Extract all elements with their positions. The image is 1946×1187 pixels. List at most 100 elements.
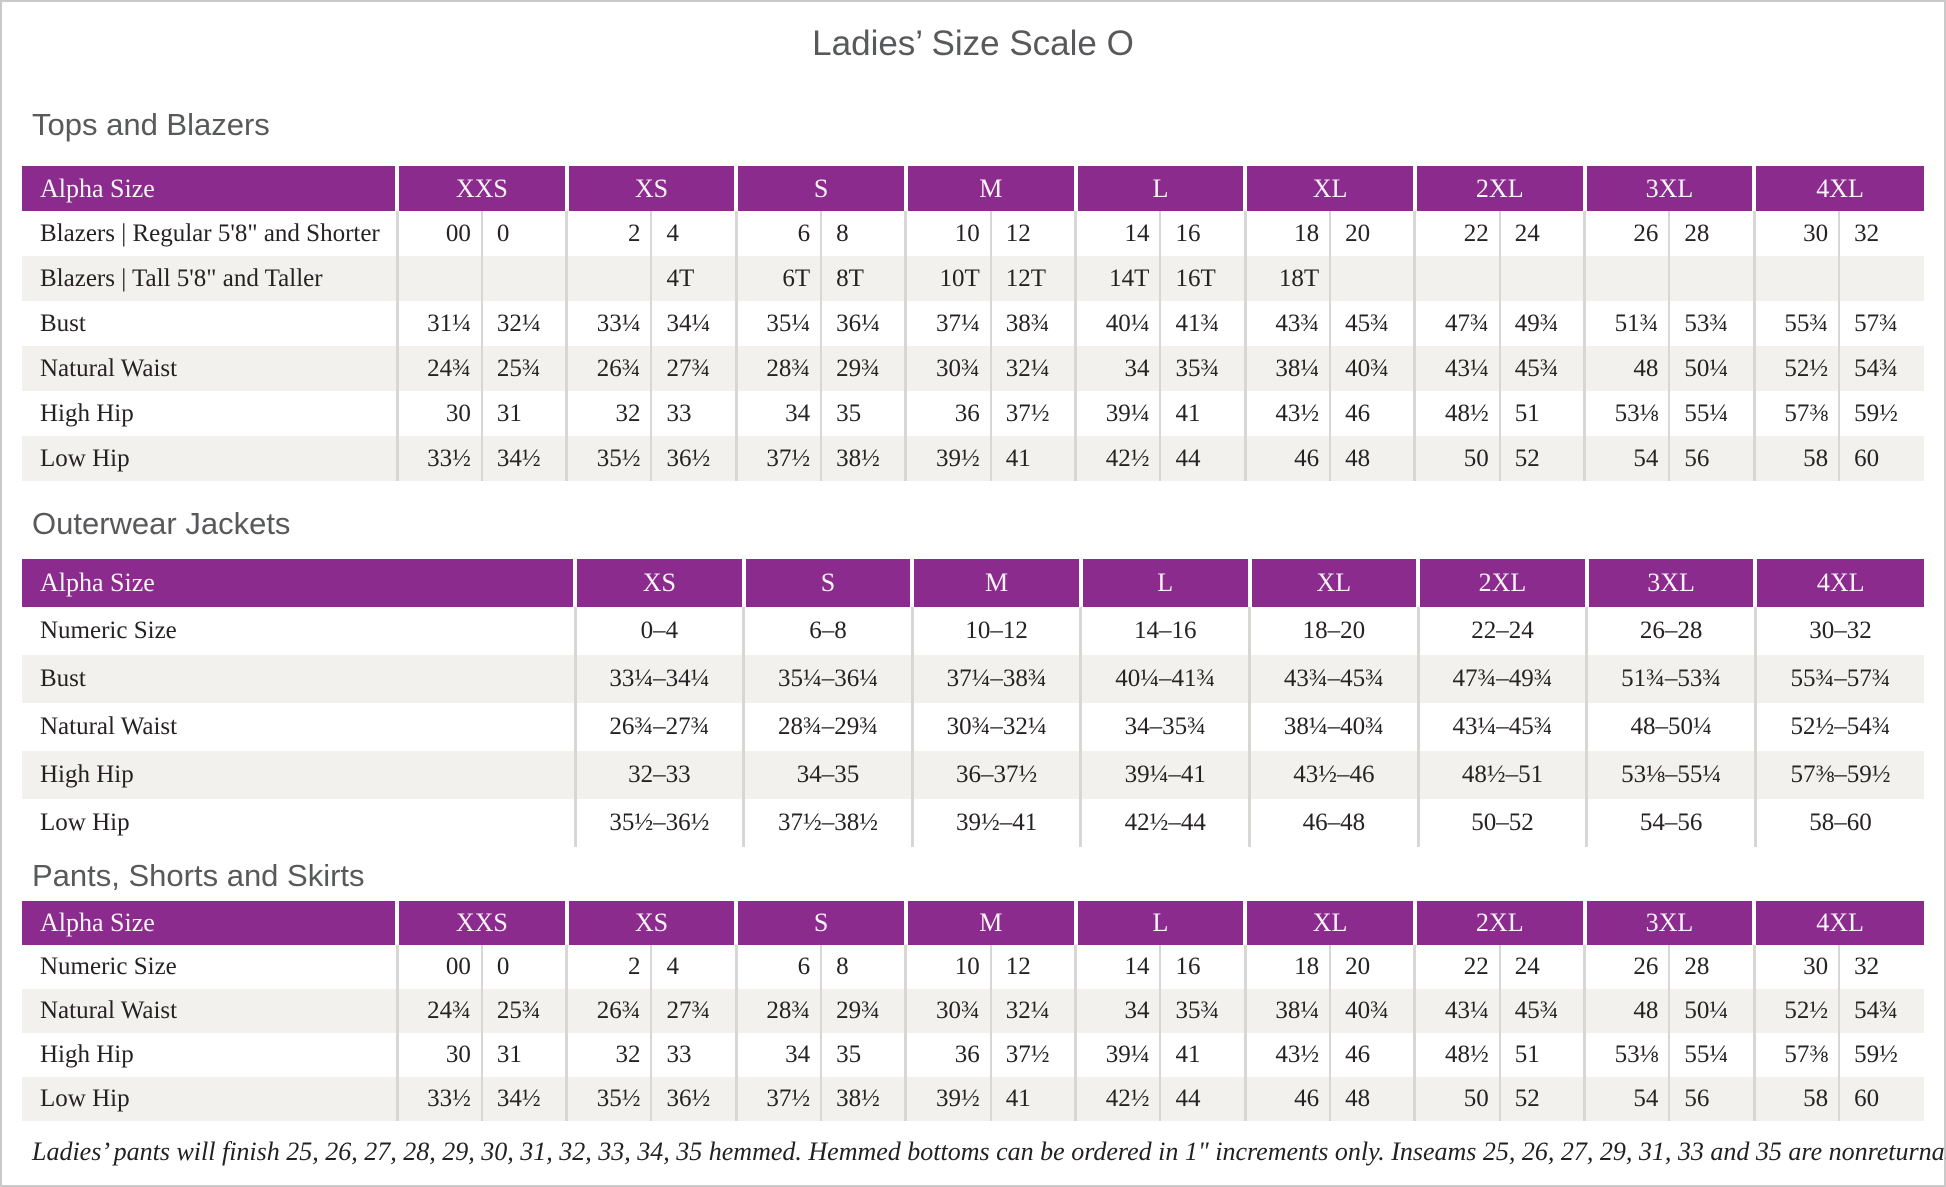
size-cell: 45¾ [1329, 301, 1415, 346]
size-header-row: Alpha Size XXS XS S M L XL 2XL 3XL 4XL [22, 166, 1924, 211]
size-cell: 30 [1752, 211, 1840, 256]
row-label: Numeric Size [40, 617, 177, 644]
size-cell: 55¼ [1668, 391, 1755, 436]
size-header-row: Alpha Size XS S M L XL 2XL 3XL 4XL [22, 559, 1924, 607]
size-cell: 35½ [565, 1077, 652, 1121]
size-cell: 6T [734, 256, 822, 301]
size-cell: 12 [989, 945, 1076, 989]
size-cell: 44 [1159, 1077, 1246, 1121]
size-cell: 41 [1159, 1033, 1246, 1077]
size-cell: 45¾ [1498, 989, 1585, 1033]
size-cell: 12 [989, 211, 1076, 256]
size-cell: 14T [1074, 256, 1161, 301]
size-cell: 31¼ [395, 301, 482, 346]
size-cell: 36½ [650, 1077, 737, 1121]
size-cell: 43¼ [1413, 989, 1500, 1033]
size-cell: 38¼ [1243, 989, 1331, 1033]
size-cell: 51 [1498, 391, 1585, 436]
size-cell: 41 [989, 436, 1076, 481]
size-cell: 33½ [395, 436, 482, 481]
size-cell: 35¼ [734, 301, 822, 346]
size-cell: 6–8 [742, 607, 913, 655]
size-cell: 28¾ [734, 989, 822, 1033]
size-cell [1668, 256, 1755, 301]
size-cell: 57⅜ [1752, 1033, 1840, 1077]
size-cell [480, 256, 567, 301]
size-cell: 42½ [1074, 1077, 1161, 1121]
column-header-m: M [903, 901, 1076, 945]
column-header-4xl: 4XL [1752, 166, 1924, 211]
size-cell: 27¾ [650, 989, 737, 1033]
row-label: Bust [22, 655, 575, 703]
size-cell: 54–56 [1585, 799, 1756, 847]
size-cell: 56 [1668, 436, 1755, 481]
size-cell: 58 [1752, 436, 1840, 481]
size-cell: 22–24 [1416, 607, 1587, 655]
size-cell: 47¾ [1413, 301, 1500, 346]
row-label: Numeric Size [40, 953, 177, 980]
size-cell: 30–32 [1753, 607, 1924, 655]
size-cell [1583, 256, 1670, 301]
size-cell: 00 [395, 945, 482, 989]
section-title-pants-shorts-skirts: Pants, Shorts and Skirts [32, 858, 365, 893]
size-cell: 48½–51 [1416, 751, 1587, 799]
size-cell: 36½ [650, 436, 737, 481]
size-cell: 18 [1243, 945, 1331, 989]
row-label: Blazers | Tall 5'8" and Taller [22, 256, 397, 301]
size-cell: 32–33 [573, 751, 744, 799]
column-header-2xl: 2XL [1416, 559, 1587, 607]
size-cell: 54 [1583, 1077, 1670, 1121]
size-cell: 00 [395, 211, 482, 256]
size-cell: 34 [734, 391, 822, 436]
size-cell: 14–16 [1079, 607, 1250, 655]
size-cell: 48 [1583, 346, 1670, 391]
size-cell: 25¾ [480, 989, 567, 1033]
size-cell: 56 [1668, 1077, 1755, 1121]
size-cell: 18–20 [1248, 607, 1419, 655]
column-header-2xl: 2XL [1412, 901, 1585, 945]
size-cell: 48½ [1413, 391, 1500, 436]
column-header-xs: XS [564, 901, 737, 945]
row-label: High Hip [40, 399, 134, 427]
size-cell: 16 [1159, 945, 1246, 989]
table-row: Numeric Size 0–4 6–8 10–12 14–16 18–20 22–24 26… [22, 607, 1924, 655]
size-cell: 30 [395, 391, 482, 436]
table-row: High Hip 30 31 32 33 34 35 36 37½ 39¼ 41 43½ 46 48½ 51… [22, 1033, 1924, 1077]
section-tops-and-blazers: Tops and Blazers Alpha Size XXS XS S M L XL 2XL… [22, 104, 1924, 481]
size-cell: 58 [1752, 1077, 1840, 1121]
size-cell: 26 [1583, 945, 1670, 989]
section-title-tops-and-blazers: Tops and Blazers [32, 107, 270, 142]
size-cell: 43¼–45¾ [1416, 703, 1587, 751]
size-cell [1838, 256, 1924, 301]
table-row: Low Hip 33½ 34½ 35½ 36½ 37½ 38½ 39½ 41 42½ 44 46 48 5… [22, 436, 1924, 481]
size-cell: 20 [1329, 211, 1415, 256]
size-cell: 28¾–29¾ [742, 703, 913, 751]
size-cell: 2 [565, 945, 652, 989]
size-cell: 26–28 [1585, 607, 1756, 655]
size-cell: 39½ [904, 436, 991, 481]
column-header-xl: XL [1247, 559, 1419, 607]
size-cell: 38½ [820, 436, 906, 481]
size-cell: 26¾ [565, 346, 652, 391]
size-cell: 0–4 [573, 607, 744, 655]
size-cell: 34¼ [650, 301, 737, 346]
row-label: High Hip [40, 1041, 134, 1068]
size-cell: 30¾ [904, 989, 991, 1033]
size-cell: 57¾ [1838, 301, 1924, 346]
size-cell: 33½ [395, 1077, 482, 1121]
size-cell: 38½ [820, 1077, 906, 1121]
size-cell [1498, 256, 1585, 301]
row-label: Natural Waist [22, 989, 397, 1033]
size-cell: 20 [1329, 945, 1415, 989]
size-cell: 50 [1413, 436, 1500, 481]
size-cell: 54¾ [1838, 346, 1924, 391]
size-cell: 24¾ [395, 346, 482, 391]
column-header-xl: XL [1243, 901, 1415, 945]
size-cell: 42½–44 [1079, 799, 1250, 847]
table-row: High Hip 30 31 32 33 34 35 36 37½ 39¼ 41 43½ 46 48½ 51… [22, 391, 1924, 436]
size-cell: 33¼–34¼ [573, 655, 744, 703]
size-cell: 35½ [565, 436, 652, 481]
row-label: Blazers | Regular 5'8" and Shorter [40, 219, 380, 247]
column-header-4xl: 4XL [1752, 901, 1924, 945]
size-cell: 32 [1838, 945, 1924, 989]
